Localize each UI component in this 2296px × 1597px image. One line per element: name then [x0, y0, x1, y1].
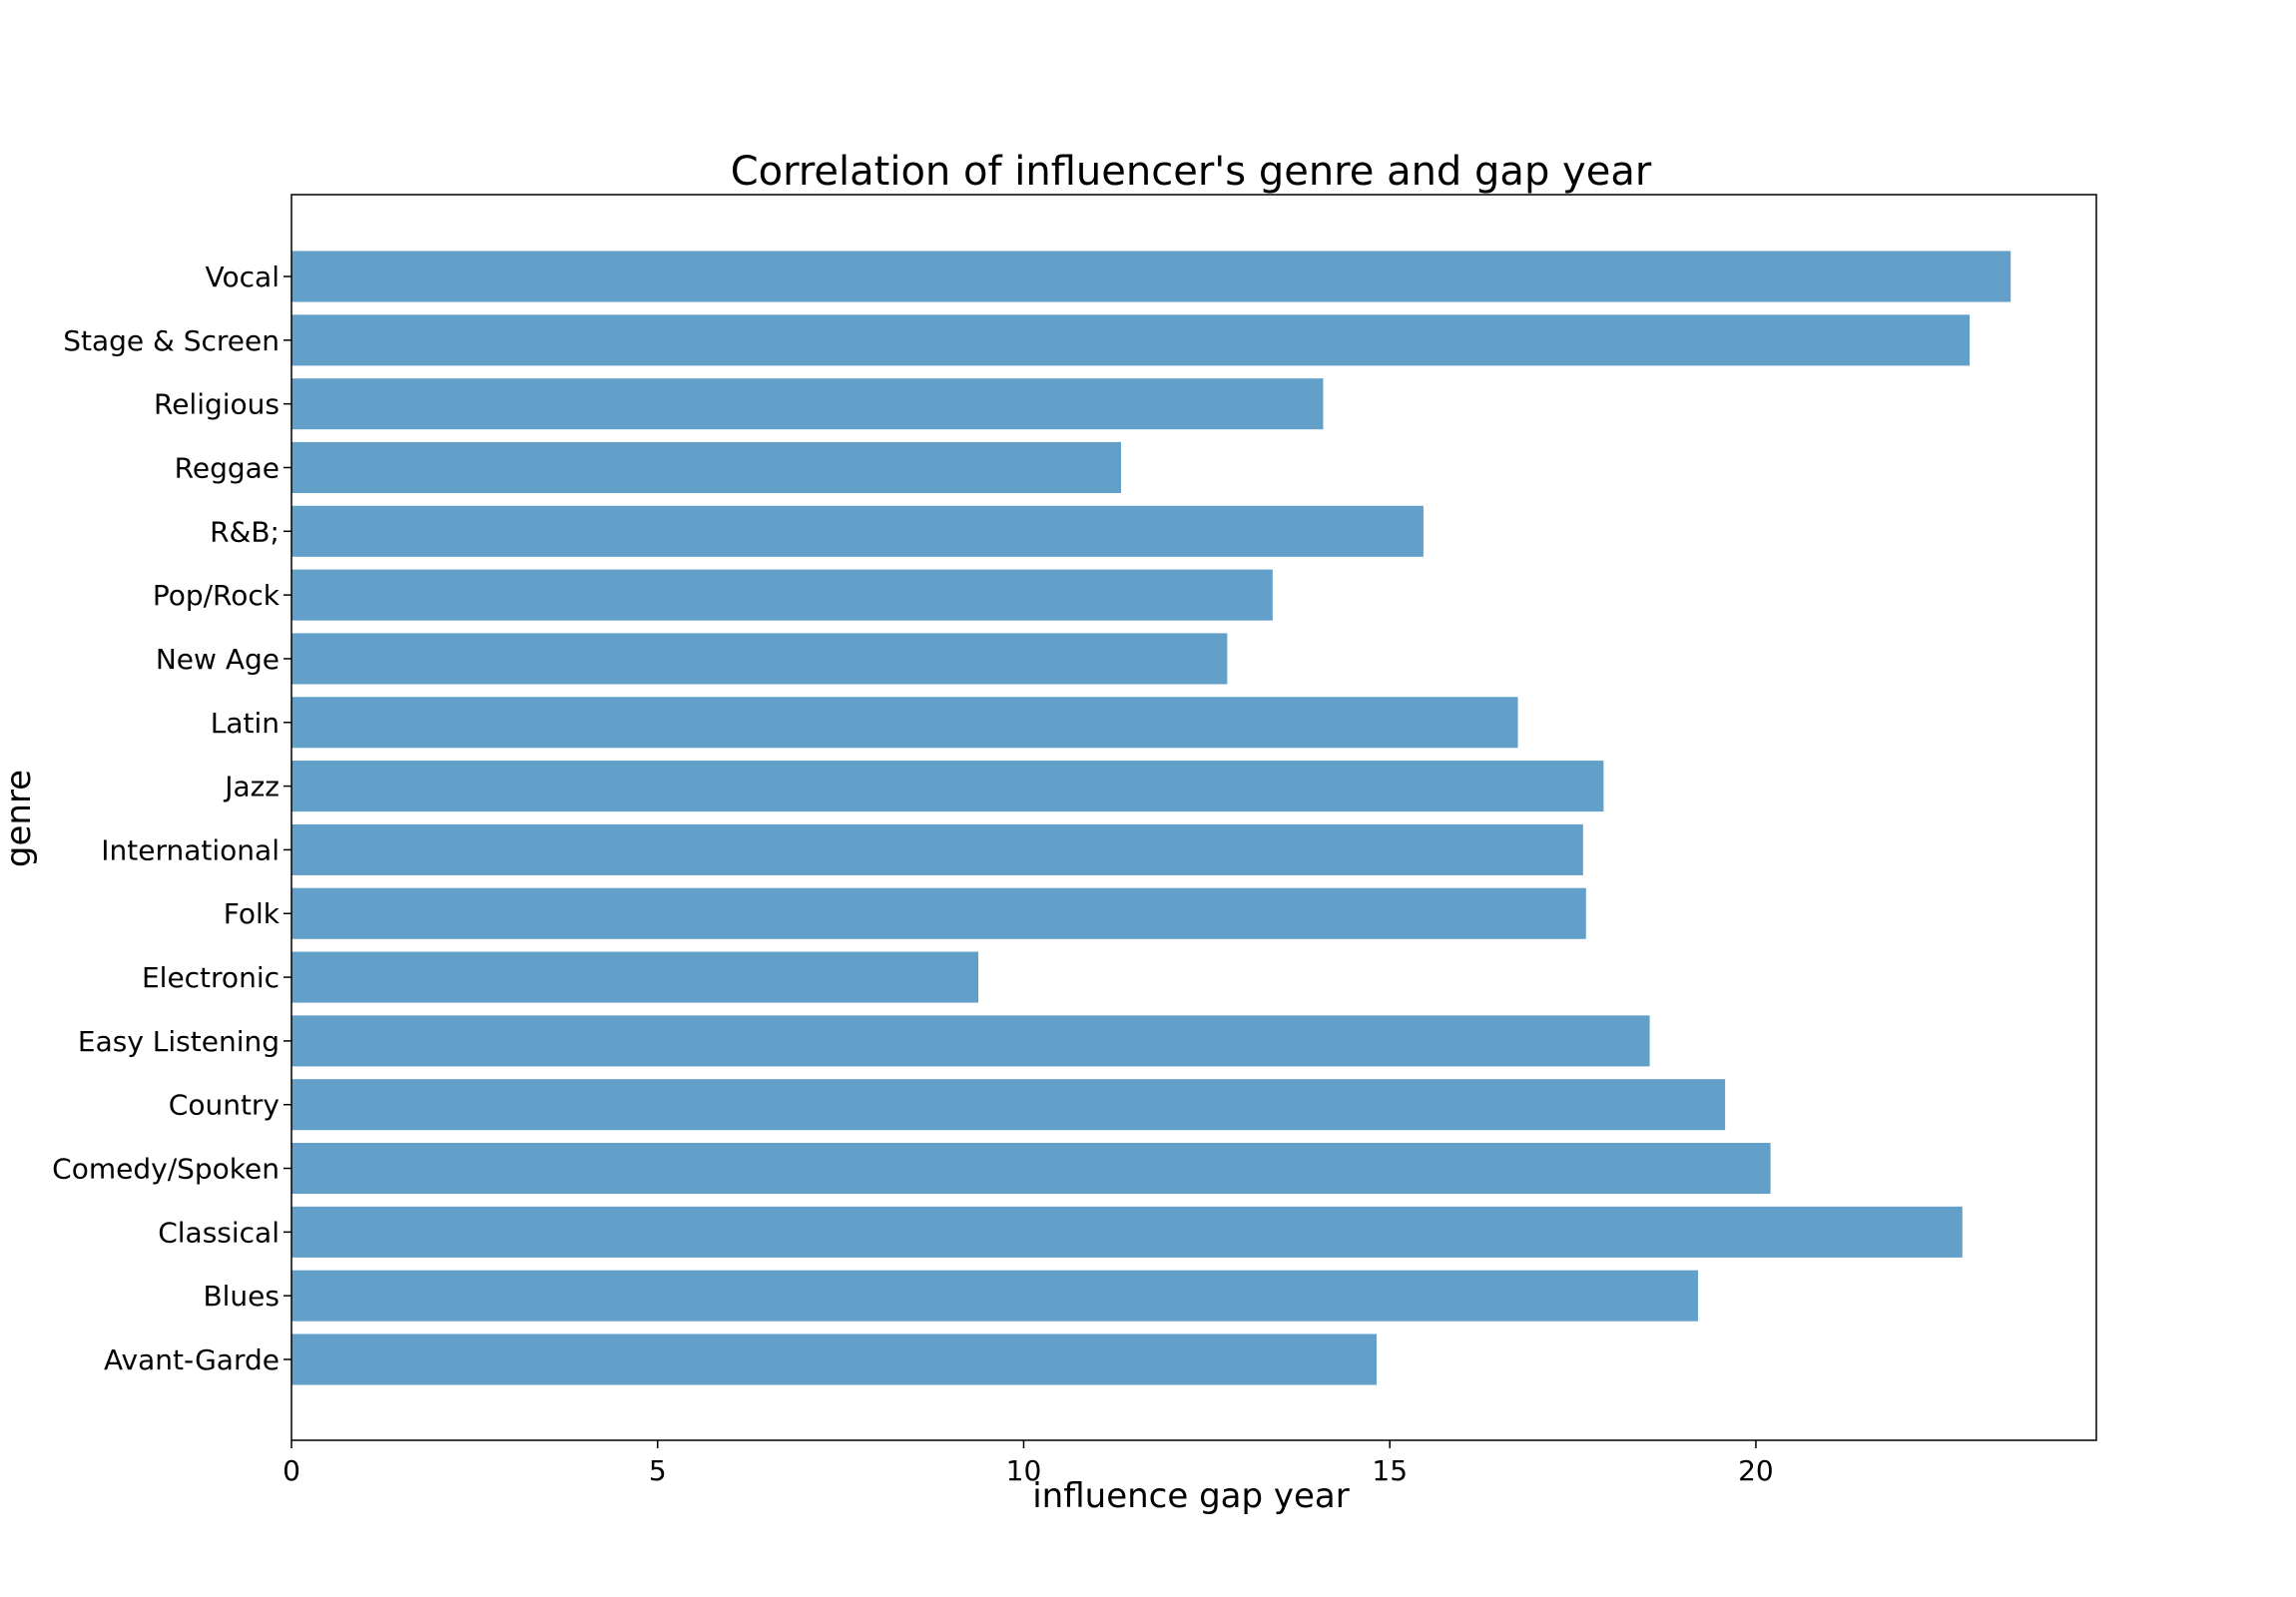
- bar-latin: [291, 697, 1518, 749]
- y-ticks-group: Avant-Garde Blues Classical Comedy/Spoken Co…: [52, 261, 291, 1376]
- bar-comedy-spoken: [291, 1143, 1771, 1195]
- bar-r-b: [291, 505, 1424, 557]
- bar-country: [291, 1079, 1726, 1131]
- x-tick-label: 15: [1372, 1454, 1408, 1487]
- bar-pop-rock: [291, 569, 1273, 621]
- y-tick-label: Vocal: [206, 261, 280, 293]
- bar-electronic: [291, 951, 978, 1003]
- y-tick-label: Pop/Rock: [153, 579, 281, 612]
- x-tick-label: 5: [649, 1454, 667, 1487]
- y-tick-label: Country: [169, 1089, 280, 1122]
- y-tick-label: R&B;: [210, 515, 280, 548]
- bar-jazz: [291, 761, 1604, 812]
- y-tick-label: Classical: [158, 1216, 280, 1249]
- bar-folk: [291, 887, 1586, 939]
- bar-religious: [291, 378, 1324, 430]
- bar-reggae: [291, 441, 1122, 493]
- bar-new-age: [291, 633, 1228, 685]
- bar-blues: [291, 1270, 1698, 1322]
- plot-frame: [290, 194, 2097, 1441]
- bar-international: [291, 823, 1583, 875]
- y-tick-label: Stage & Screen: [63, 324, 280, 357]
- chart-title: Correlation of influencer's genre and ga…: [731, 149, 1652, 195]
- bar-stage-screen: [291, 314, 1971, 366]
- y-tick-label: Avant-Garde: [104, 1343, 280, 1376]
- x-tick-label: 10: [1006, 1454, 1042, 1487]
- y-tick-label: Electronic: [142, 961, 280, 994]
- bar-vocal: [291, 251, 2011, 302]
- y-tick-label: Folk: [224, 897, 281, 930]
- y-tick-label: Religious: [154, 388, 280, 421]
- y-tick-label: International: [101, 833, 280, 866]
- x-ticks-group: 0 5 10 15 20: [283, 1440, 1774, 1487]
- bar-avant-garde: [291, 1333, 1378, 1385]
- y-tick-label: Blues: [203, 1280, 280, 1313]
- x-axis-label: influence gap year: [1032, 1476, 1350, 1516]
- y-tick-label: Latin: [211, 707, 280, 740]
- bars-group: [291, 251, 2011, 1385]
- y-tick-label: New Age: [156, 643, 280, 676]
- bar-classical: [291, 1206, 1963, 1258]
- y-tick-label: Jazz: [223, 771, 280, 803]
- y-tick-label: Reggae: [175, 451, 280, 484]
- y-axis-label: genre: [0, 770, 39, 867]
- y-tick-label: Comedy/Spoken: [52, 1153, 280, 1186]
- x-tick-label: 20: [1738, 1454, 1774, 1487]
- bar-easy-listening: [291, 1015, 1650, 1067]
- y-tick-label: Easy Listening: [78, 1025, 280, 1058]
- x-tick-label: 0: [283, 1454, 300, 1487]
